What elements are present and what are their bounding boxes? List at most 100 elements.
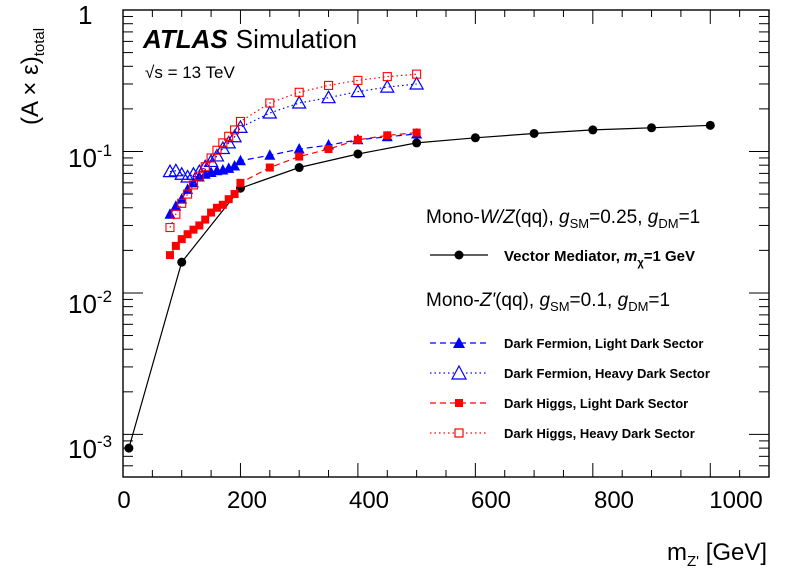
- x-tick-label: 800: [594, 487, 634, 514]
- data-point: [294, 163, 304, 173]
- data-point: [227, 129, 243, 143]
- x-axis-label: mZ' [GeV]: [667, 539, 767, 570]
- x-tick-label: 200: [227, 487, 267, 514]
- series-layer: [124, 69, 715, 453]
- data-point: [218, 200, 227, 209]
- series-line: [169, 132, 417, 256]
- legend-entry-dh-light: Dark Higgs, Light Dark Sector: [430, 396, 688, 411]
- data-point: [265, 98, 275, 108]
- data-point: [293, 143, 305, 154]
- x-tick-label: 0: [117, 487, 130, 514]
- data-point: [353, 75, 363, 85]
- legend-marker: [454, 250, 464, 260]
- data-point: [188, 180, 199, 190]
- data-point: [201, 215, 210, 224]
- data-point: [164, 208, 176, 219]
- data-point: [409, 76, 425, 90]
- y-tick-label: 10-1: [68, 141, 112, 173]
- data-point: [165, 222, 175, 233]
- data-point: [180, 169, 196, 183]
- data-point: [229, 159, 241, 171]
- series-line: [169, 73, 417, 228]
- y-tick-label: 10-2: [68, 287, 112, 319]
- data-point: [324, 145, 333, 154]
- data-point: [321, 89, 337, 104]
- data-point: [529, 128, 539, 138]
- data-point: [185, 166, 202, 180]
- data-point: [323, 80, 334, 90]
- data-point: [382, 72, 392, 82]
- data-point: [412, 69, 422, 79]
- axis-ticks: [122, 9, 770, 478]
- y-tick-labels: 1 10-1 10-2 10-3: [68, 0, 112, 464]
- data-point: [647, 123, 657, 133]
- legend-marker: [453, 337, 465, 348]
- data-point: [350, 83, 366, 98]
- x-tick-label: 600: [471, 487, 511, 514]
- legend-label: Dark Fermion, Light Dark Sector: [504, 336, 703, 351]
- data-point: [412, 128, 421, 137]
- data-point: [262, 105, 278, 119]
- data-point: [183, 189, 193, 199]
- data-point: [165, 251, 174, 260]
- legend-marker: [454, 428, 464, 438]
- data-point: [230, 190, 239, 199]
- data-point: [177, 235, 186, 244]
- data-point: [232, 119, 248, 133]
- atlas-label: ATLAS Simulation: [142, 24, 357, 54]
- data-point: [176, 193, 188, 204]
- data-point: [124, 443, 134, 453]
- data-point: [353, 135, 362, 144]
- data-point: [470, 133, 480, 143]
- data-point: [264, 149, 276, 160]
- x-tick-labels: 0 200 400 600 800 1000: [117, 487, 762, 514]
- legend-marker: [455, 399, 463, 407]
- data-point: [162, 163, 178, 178]
- x-tick-label: 400: [349, 487, 389, 514]
- data-point: [230, 125, 240, 135]
- data-point: [183, 230, 192, 239]
- y-tick-label: 10-3: [68, 432, 112, 464]
- data-point: [265, 163, 274, 172]
- data-point: [291, 95, 307, 109]
- y-axis-label: (A × ε)total: [17, 28, 48, 125]
- data-point: [189, 225, 198, 234]
- data-point: [705, 120, 715, 130]
- legend-label: Dark Higgs, Light Dark Sector: [504, 396, 688, 411]
- legend-entry-df-light: Dark Fermion, Light Dark Sector: [430, 336, 703, 351]
- data-point: [353, 149, 363, 159]
- legend-entry-df-heavy: Dark Fermion, Heavy Dark Sector: [430, 364, 710, 381]
- series-2: [162, 76, 425, 183]
- data-point: [195, 221, 204, 230]
- data-point: [224, 195, 233, 204]
- data-point: [206, 153, 216, 163]
- data-point: [379, 79, 395, 93]
- data-point: [209, 148, 225, 162]
- legend-entry-vector: Vector Mediator, mχ=1 GeV: [430, 248, 695, 269]
- legend-entry-dh-heavy: Dark Higgs, Heavy Dark Sector: [430, 426, 695, 441]
- data-point: [168, 163, 184, 177]
- data-point: [224, 131, 234, 141]
- data-point: [212, 203, 221, 212]
- data-point: [295, 152, 304, 161]
- data-point: [182, 183, 194, 194]
- data-point: [170, 200, 182, 211]
- series-3: [165, 128, 421, 260]
- data-point: [200, 162, 210, 172]
- legend-label: Dark Higgs, Heavy Dark Sector: [504, 426, 695, 441]
- energy-label: √s = 13 TeV: [145, 63, 235, 82]
- data-point: [177, 198, 187, 208]
- data-point: [236, 178, 245, 187]
- legend-label: Dark Fermion, Heavy Dark Sector: [504, 366, 710, 381]
- data-point: [212, 145, 222, 155]
- data-point: [177, 257, 187, 267]
- data-point: [174, 166, 190, 180]
- y-tick-label: 1: [78, 0, 92, 30]
- data-point: [412, 138, 422, 148]
- data-point: [234, 154, 246, 166]
- data-point: [383, 131, 392, 140]
- series-0: [124, 120, 715, 453]
- data-point: [171, 209, 181, 219]
- data-point: [171, 241, 180, 250]
